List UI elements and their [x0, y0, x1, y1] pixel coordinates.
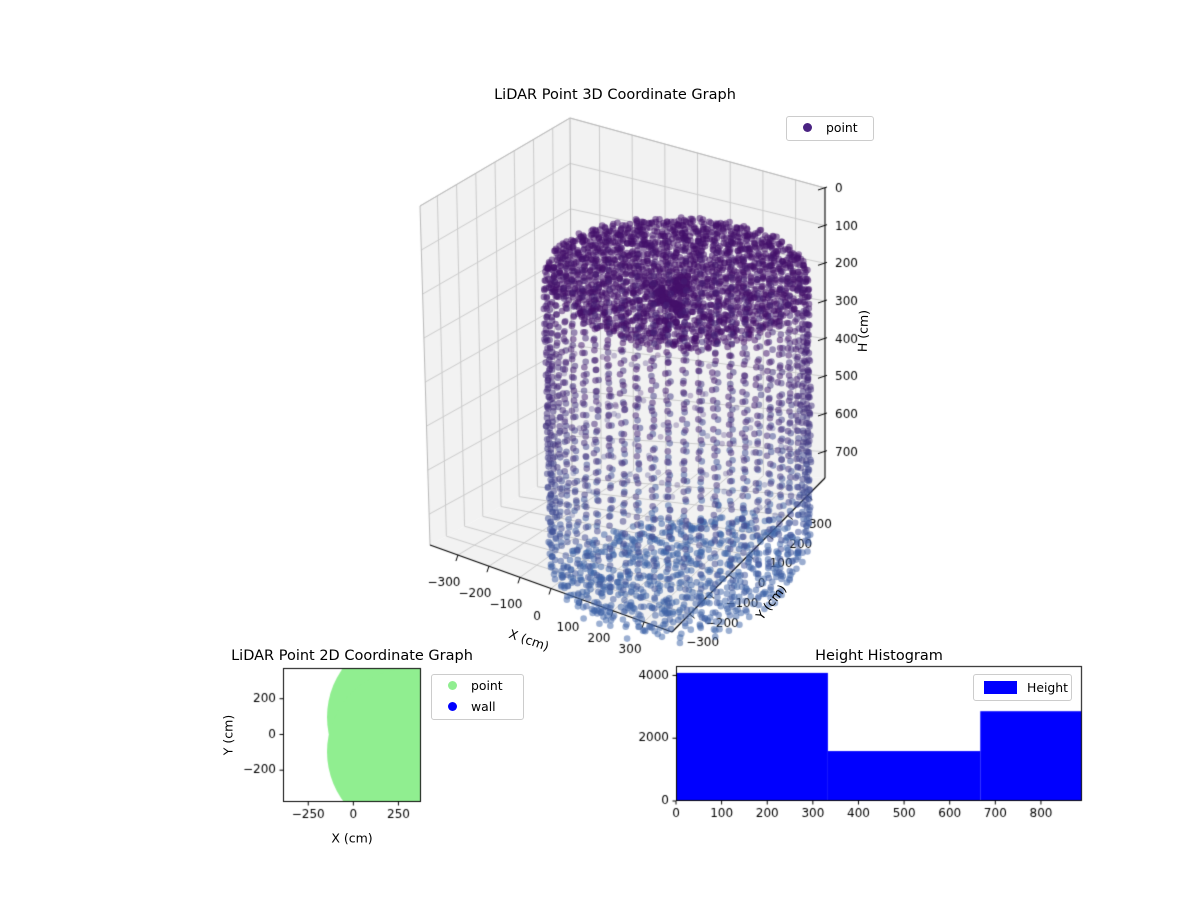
point-marker-icon	[803, 123, 812, 132]
hist-legend-height-label: Height	[1027, 680, 1068, 695]
plot2d-legend-wall-label: wall	[471, 699, 496, 714]
plot3d-legend: point	[786, 116, 874, 141]
hist-legend: Height	[973, 674, 1072, 701]
plot3d-legend-point-label: point	[826, 120, 858, 135]
plot2d-y-axis-label: Y (cm)	[220, 714, 236, 756]
height-patch-icon	[984, 681, 1017, 694]
plot2d-legend-point-label: point	[471, 678, 503, 693]
wall-marker-icon	[448, 702, 457, 711]
plot2d-x-axis-label: X (cm)	[331, 830, 373, 846]
plot2d-legend: point wall	[431, 674, 524, 720]
hist-title: Height Histogram	[815, 648, 943, 664]
plot2d-title: LiDAR Point 2D Coordinate Graph	[231, 648, 473, 664]
point-marker-icon	[448, 681, 457, 690]
plot3d-title: LiDAR Point 3D Coordinate Graph	[494, 87, 736, 103]
plot3d-z-axis-label: H (cm)	[854, 309, 872, 353]
